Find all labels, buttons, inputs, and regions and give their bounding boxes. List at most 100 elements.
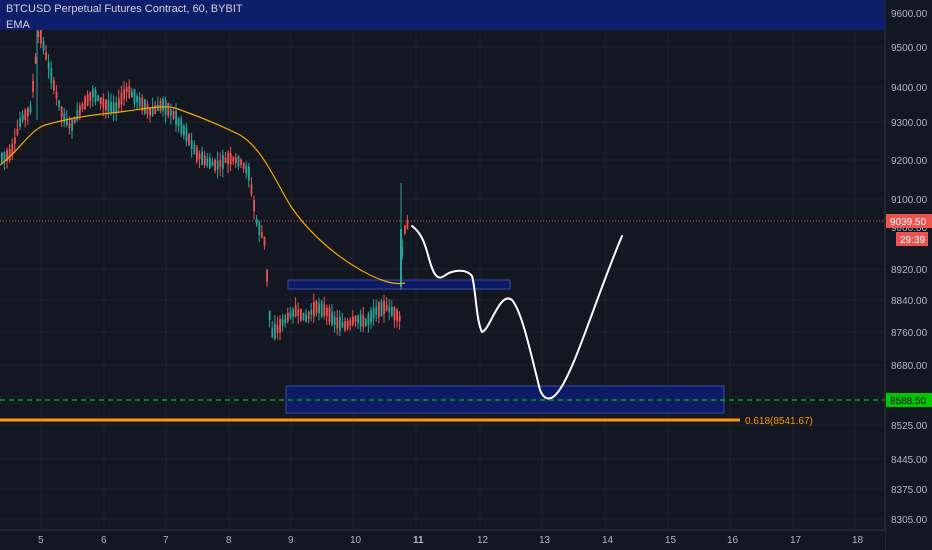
candle-body — [268, 310, 271, 321]
candle-body — [339, 317, 341, 331]
price-axis-tick: 9500.00 — [891, 43, 928, 54]
candle-body — [229, 153, 232, 165]
candle-body — [294, 305, 297, 317]
candle-body — [157, 104, 159, 111]
candle-body — [94, 89, 97, 102]
candle-body — [263, 236, 266, 246]
candle-body — [193, 144, 196, 154]
candle-body — [328, 307, 331, 323]
candle-body — [287, 312, 289, 322]
countdown-tag — [896, 232, 928, 246]
candle-body — [341, 322, 344, 328]
candle-body — [159, 100, 162, 112]
candle-body — [235, 157, 237, 163]
candle-body — [24, 109, 27, 121]
candle-body — [401, 245, 404, 257]
candles — [1, 20, 409, 341]
candle-body — [281, 319, 284, 326]
candle-body — [32, 80, 34, 92]
candle-body — [198, 153, 201, 159]
candle-body — [378, 302, 380, 318]
candle-body — [323, 304, 326, 317]
indicator-label[interactable]: EMA — [6, 19, 30, 31]
candle-body — [105, 99, 107, 111]
candle-body — [136, 95, 138, 103]
candle-body — [346, 320, 349, 329]
candle-body — [21, 114, 24, 122]
candle-body — [224, 157, 227, 163]
time-axis-tick: 10 — [350, 535, 362, 546]
countdown-value: 29:39 — [900, 235, 925, 246]
price-axis-tick: 8920.00 — [891, 265, 928, 276]
candle-body — [240, 159, 242, 165]
candle-body — [393, 307, 396, 320]
last-price-tag — [886, 214, 932, 228]
candle-body — [359, 313, 362, 328]
last-price-value: 9039.50 — [890, 217, 927, 228]
price-axis-tick: 8525.00 — [891, 421, 928, 432]
candle-body — [190, 140, 193, 149]
candle-body — [297, 309, 300, 316]
candle-body — [6, 150, 8, 162]
candle-body — [222, 155, 224, 169]
candle-body — [253, 200, 255, 212]
candle-body — [45, 52, 47, 60]
candle-body — [16, 128, 19, 135]
candle-body — [110, 102, 112, 112]
candle-body — [68, 123, 71, 128]
candle-body — [34, 57, 37, 64]
candle-body — [203, 155, 206, 165]
time-axis-tick: 9 — [288, 535, 294, 546]
candle-body — [357, 315, 359, 324]
candle-body — [188, 133, 190, 145]
candle-body — [344, 320, 346, 331]
candle-body — [406, 220, 409, 230]
candle-body — [154, 105, 157, 114]
candle-body — [206, 158, 209, 166]
price-axis-tick: 8840.00 — [891, 296, 928, 307]
candle-body — [300, 308, 302, 321]
time-axis-tick: 5 — [38, 535, 44, 546]
candle-body — [86, 94, 89, 106]
candle-body — [365, 318, 367, 326]
candle-body — [271, 328, 274, 338]
candle-body — [214, 159, 216, 171]
candle-body — [131, 90, 133, 98]
projection-path — [411, 225, 623, 400]
candle-body — [219, 160, 222, 167]
candle-body — [73, 117, 76, 124]
support-level-tag — [886, 393, 932, 407]
price-axis-tick: 8445.00 — [891, 455, 928, 466]
candle-body — [400, 229, 402, 287]
candle-body — [331, 311, 333, 325]
candle-body — [37, 31, 40, 37]
candle-body — [167, 103, 170, 117]
candle-body — [333, 316, 336, 326]
candle-body — [60, 106, 63, 118]
candle-body — [242, 163, 245, 169]
candle-body — [112, 102, 115, 113]
candle-body — [133, 89, 136, 105]
candle-body — [307, 311, 310, 319]
candle-body — [89, 91, 92, 102]
candle-body — [120, 92, 123, 105]
price-axis-tick: 9300.00 — [891, 118, 928, 129]
candle-body — [3, 152, 6, 162]
candle-body — [385, 304, 388, 311]
candle-body — [398, 315, 401, 322]
candle-body — [40, 28, 42, 44]
candle-body — [258, 222, 261, 236]
candle-body — [315, 301, 318, 314]
candle-body — [391, 306, 393, 317]
candle-body — [146, 104, 149, 114]
candle-body — [372, 307, 375, 319]
time-axis-tick: 18 — [852, 535, 864, 546]
price-axis-tick: 8760.00 — [891, 328, 928, 339]
candle-body — [151, 106, 154, 116]
support-level-value: 8588.50 — [890, 396, 927, 407]
candle-body — [1, 152, 3, 163]
candle-body — [388, 306, 391, 313]
candle-body — [107, 100, 110, 112]
candle-body — [250, 184, 253, 195]
